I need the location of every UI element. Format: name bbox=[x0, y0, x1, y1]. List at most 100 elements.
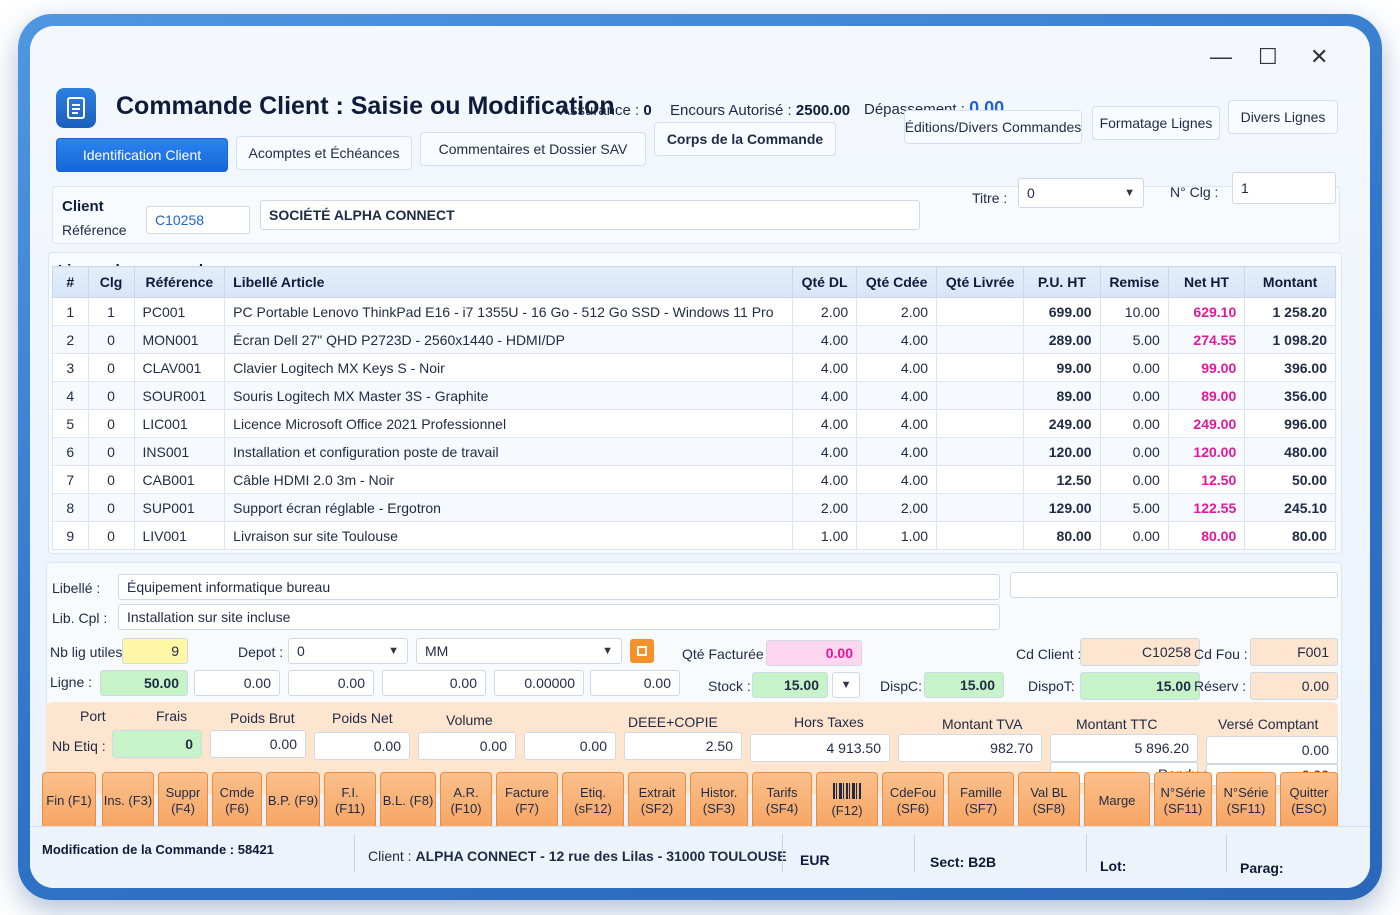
cell-reference[interactable]: INS001 bbox=[133, 437, 226, 466]
cell-libelle[interactable]: Clavier Logitech MX Keys S - Noir bbox=[224, 353, 793, 382]
cell-qte-livree[interactable] bbox=[936, 353, 1025, 382]
cell-clg[interactable]: 1 bbox=[87, 297, 135, 326]
col-qte-dl[interactable]: Qté DL bbox=[791, 266, 858, 298]
cell-clg[interactable]: 0 bbox=[87, 437, 135, 466]
cell-net-ht[interactable]: 80.00 bbox=[1167, 521, 1246, 550]
table-row[interactable]: 1 1 PC001 PC Portable Lenovo ThinkPad E16 -… bbox=[52, 297, 1336, 326]
cell-net-ht[interactable]: 120.00 bbox=[1167, 437, 1246, 466]
extra-field[interactable]: 0.00 bbox=[524, 732, 616, 760]
cell-net-ht[interactable]: 89.00 bbox=[1167, 381, 1246, 410]
cell-pu-ht[interactable]: 80.00 bbox=[1023, 521, 1101, 550]
suppr-button[interactable]: Suppr (F4) bbox=[158, 772, 208, 830]
table-row[interactable]: 9 0 LIV001 Livraison sur site Toulouse 1.00 1… bbox=[52, 521, 1336, 550]
cell-num[interactable]: 1 bbox=[52, 297, 89, 326]
cell-montant[interactable]: 245.10 bbox=[1244, 493, 1336, 522]
cell-clg[interactable]: 0 bbox=[87, 381, 135, 410]
tab-commentaires[interactable]: Commentaires et Dossier SAV bbox=[420, 132, 646, 166]
cell-qte-dl[interactable]: 2.00 bbox=[791, 297, 858, 326]
cell-remise[interactable]: 10.00 bbox=[1099, 297, 1169, 326]
cell-libelle[interactable]: Souris Logitech MX Master 3S - Graphite bbox=[224, 381, 793, 410]
nblig-field[interactable]: 9 bbox=[122, 638, 188, 664]
col-pu-ht[interactable]: P.U. HT bbox=[1023, 266, 1101, 298]
cell-qte-cdee[interactable]: 1.00 bbox=[856, 521, 938, 550]
cell-montant[interactable]: 1 098.20 bbox=[1244, 325, 1336, 354]
cell-qte-livree[interactable] bbox=[936, 381, 1025, 410]
cell-num[interactable]: 3 bbox=[52, 353, 89, 382]
ligne-field[interactable]: 50.00 bbox=[100, 670, 188, 696]
client-reference-field[interactable]: C10258 bbox=[146, 206, 250, 234]
cell-qte-cdee[interactable]: 2.00 bbox=[856, 297, 938, 326]
cell-qte-cdee[interactable]: 4.00 bbox=[856, 437, 938, 466]
cd-client-field[interactable]: C10258 bbox=[1080, 638, 1200, 666]
tab-acomptes[interactable]: Acomptes et Échéances bbox=[236, 136, 412, 170]
cell-qte-dl[interactable]: 4.00 bbox=[791, 381, 858, 410]
minimize-button[interactable]: — bbox=[1210, 44, 1232, 69]
bp-button[interactable]: B.P. (F9) bbox=[266, 772, 320, 830]
insert-button[interactable]: Ins. (F3) bbox=[102, 772, 154, 830]
col-montant[interactable]: Montant bbox=[1244, 266, 1336, 298]
tab-identification-client[interactable]: Identification Client bbox=[56, 138, 228, 172]
cell-clg[interactable]: 0 bbox=[87, 409, 135, 438]
cell-net-ht[interactable]: 249.00 bbox=[1167, 409, 1246, 438]
cell-libelle[interactable]: PC Portable Lenovo ThinkPad E16 - i7 135… bbox=[224, 297, 793, 326]
table-row[interactable]: 7 0 CAB001 Câble HDMI 2.0 3m - Noir 4.00 4.00… bbox=[52, 465, 1336, 494]
nserie-button-2[interactable]: N°Série (SF11) bbox=[1216, 772, 1276, 830]
table-row[interactable]: 3 0 CLAV001 Clavier Logitech MX Keys S - No… bbox=[52, 353, 1336, 382]
stock-field[interactable]: 15.00 bbox=[752, 672, 828, 698]
cell-qte-livree[interactable] bbox=[936, 437, 1025, 466]
cell-reference[interactable]: LIC001 bbox=[133, 409, 226, 438]
cell-qte-dl[interactable]: 4.00 bbox=[791, 409, 858, 438]
cell-qte-dl[interactable]: 4.00 bbox=[791, 437, 858, 466]
tab-formatage-lignes[interactable]: Formatage Lignes bbox=[1092, 106, 1220, 140]
cell-libelle[interactable]: Câble HDMI 2.0 3m - Noir bbox=[224, 465, 793, 494]
cell-qte-dl[interactable]: 4.00 bbox=[791, 353, 858, 382]
col-qte-cdee[interactable]: Qté Cdée bbox=[856, 266, 938, 298]
close-button[interactable]: ✕ bbox=[1310, 44, 1329, 69]
cell-reference[interactable]: LIV001 bbox=[133, 521, 226, 550]
cell-remise[interactable]: 0.00 bbox=[1099, 521, 1169, 550]
cell-qte-cdee[interactable]: 4.00 bbox=[856, 465, 938, 494]
maximize-button[interactable]: ☐ bbox=[1258, 44, 1278, 69]
cell-num[interactable]: 9 bbox=[52, 521, 89, 550]
cell-num[interactable]: 5 bbox=[52, 409, 89, 438]
ligne-field-4[interactable]: 0.00000 bbox=[494, 670, 584, 696]
cell-qte-livree[interactable] bbox=[936, 409, 1025, 438]
cell-remise[interactable]: 5.00 bbox=[1099, 325, 1169, 354]
cell-libelle[interactable]: Livraison sur site Toulouse bbox=[224, 521, 793, 550]
ar-button[interactable]: A.R. (F10) bbox=[440, 772, 492, 830]
hors-taxes-field[interactable]: 4 913.50 bbox=[750, 734, 890, 762]
volume-field[interactable]: 0.00 bbox=[418, 732, 516, 760]
qte-facturee-field[interactable]: 0.00 bbox=[766, 640, 862, 666]
cell-net-ht[interactable]: 122.55 bbox=[1167, 493, 1246, 522]
cell-qte-livree[interactable] bbox=[936, 297, 1025, 326]
cell-qte-livree[interactable] bbox=[936, 493, 1025, 522]
cell-reference[interactable]: CLAV001 bbox=[133, 353, 226, 382]
marge-button[interactable]: Marge bbox=[1084, 772, 1150, 830]
client-name-field[interactable]: SOCIÉTÉ ALPHA CONNECT bbox=[260, 200, 920, 230]
table-row[interactable]: 4 0 SOUR001 Souris Logitech MX Master 3S - … bbox=[52, 381, 1336, 410]
col-num[interactable]: # bbox=[52, 266, 89, 298]
cell-net-ht[interactable]: 274.55 bbox=[1167, 325, 1246, 354]
cell-qte-dl[interactable]: 4.00 bbox=[791, 325, 858, 354]
cell-remise[interactable]: 0.00 bbox=[1099, 381, 1169, 410]
nbetiq-field[interactable]: 0 bbox=[112, 730, 202, 758]
cell-montant[interactable]: 50.00 bbox=[1244, 465, 1336, 494]
cell-qte-livree[interactable] bbox=[936, 325, 1025, 354]
cell-montant[interactable]: 996.00 bbox=[1244, 409, 1336, 438]
cell-libelle[interactable]: Licence Microsoft Office 2021 Profession… bbox=[224, 409, 793, 438]
cell-montant[interactable]: 480.00 bbox=[1244, 437, 1336, 466]
deee-field[interactable]: 2.50 bbox=[624, 732, 742, 760]
col-qte-livree[interactable]: Qté Livrée bbox=[936, 266, 1025, 298]
nserie-button[interactable]: N°Série (SF11) bbox=[1154, 772, 1212, 830]
cell-montant[interactable]: 1 258.20 bbox=[1244, 297, 1336, 326]
tab-editions[interactable]: Éditions/Divers Commandes bbox=[904, 110, 1082, 144]
cell-qte-dl[interactable]: 2.00 bbox=[791, 493, 858, 522]
cell-num[interactable]: 4 bbox=[52, 381, 89, 410]
cell-qte-cdee[interactable]: 4.00 bbox=[856, 325, 938, 354]
libcpl-field[interactable]: Installation sur site incluse bbox=[118, 604, 1000, 630]
ligne-field-1[interactable]: 0.00 bbox=[194, 670, 280, 696]
ligne-field-5[interactable]: 0.00 bbox=[590, 670, 680, 696]
table-row[interactable]: 5 0 LIC001 Licence Microsoft Office 2021 Pr… bbox=[52, 409, 1336, 438]
cell-reference[interactable]: SUP001 bbox=[133, 493, 226, 522]
fin-button[interactable]: Fin (F1) bbox=[42, 772, 96, 830]
